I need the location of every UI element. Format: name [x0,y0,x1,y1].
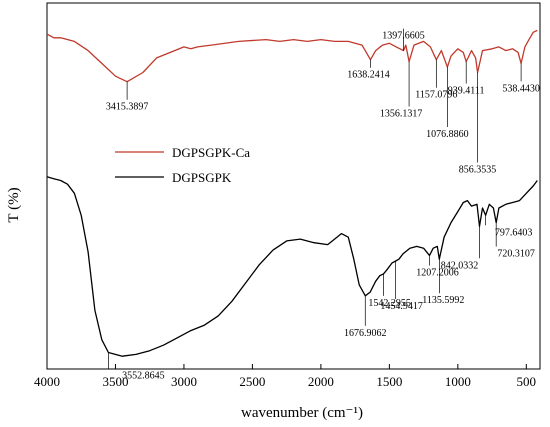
peak-label: 1207.2006 [416,268,459,279]
peak-label: 1397.6605 [382,31,425,42]
series-layer [46,29,538,357]
peak-annotations: 3415.3897 1638.2414 1397.6605 1356.1317 1157… [106,28,540,382]
peak-label: 1676.9062 [344,328,387,339]
x-axis: 4000 3500 3000 2500 2000 1500 1000 500 [34,364,536,389]
series-line [46,29,538,83]
peak-label: 1356.1317 [380,109,423,120]
peak-label: 1542.2955 [368,298,411,309]
x-axis-title: wavenumber (cm⁻¹) [241,405,363,421]
peak-label: 1076.8860 [426,129,469,140]
peak-label: 797.6403 [495,227,533,238]
peak-label: 1454.9417 [380,301,423,312]
peak-label: 1638.2414 [347,70,390,81]
x-tick-label: 3500 [102,374,128,389]
peak-label: 1157.0796 [415,90,457,101]
series-line [46,176,538,357]
peak-label: 538.4430 [502,83,540,94]
x-tick-label: 3000 [171,374,197,389]
x-tick-label: 2500 [239,374,265,389]
x-tick-label: 500 [517,374,537,389]
y-axis-title: T (%) [6,187,22,222]
legend: DGPSGPK-Ca DGPSGPK [115,145,250,185]
x-tick-label: 1500 [376,374,402,389]
x-tick-label: 2000 [308,374,334,389]
peak-label: 3415.3897 [106,102,149,113]
plot-frame [46,2,541,370]
peak-label: 842.0332 [441,260,479,271]
legend-label: DGPSGPK [172,170,232,185]
peak-label: 1135.5992 [422,295,464,306]
legend-label: DGPSGPK-Ca [172,145,250,160]
peak-label: 720.3107 [497,249,535,260]
peak-label: 3552.8645 [122,371,165,382]
x-tick-label: 4000 [34,374,60,389]
peak-label: 856.3535 [459,165,497,176]
x-tick-label: 1000 [445,374,471,389]
peak-label: 939.4111 [448,86,485,97]
